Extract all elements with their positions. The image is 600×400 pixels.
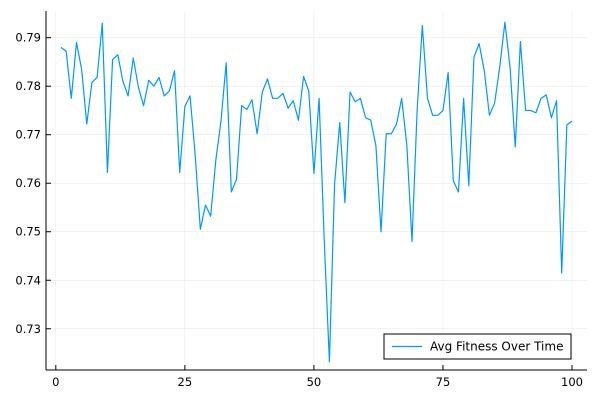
x-tick-label: 100: [561, 375, 583, 389]
y-tick-label: 0.76: [15, 176, 41, 190]
x-tick-label: 25: [178, 375, 193, 389]
y-tick-label: 0.75: [15, 225, 41, 239]
axis-ticks: [46, 37, 573, 370]
y-tick-label: 0.77: [15, 128, 41, 142]
tick-labels: 0 25 50 75 100 0.73 0.74 0.75 0.76 0.77 0.78 0.79: [15, 31, 583, 389]
x-tick-label: 50: [307, 375, 322, 389]
legend: Avg Fitness Over Time: [383, 333, 572, 360]
y-tick-label: 0.79: [15, 31, 41, 45]
y-tick-label: 0.74: [15, 273, 41, 287]
grid-lines: [46, 11, 587, 370]
y-tick-label: 0.73: [15, 322, 41, 336]
x-tick-label: 75: [436, 375, 451, 389]
legend-label-avg-fitness: Avg Fitness Over Time: [430, 340, 563, 354]
x-tick-label: 0: [52, 375, 59, 389]
series-line-avg-fitness: [60, 21, 573, 363]
y-tick-label: 0.78: [15, 79, 41, 93]
